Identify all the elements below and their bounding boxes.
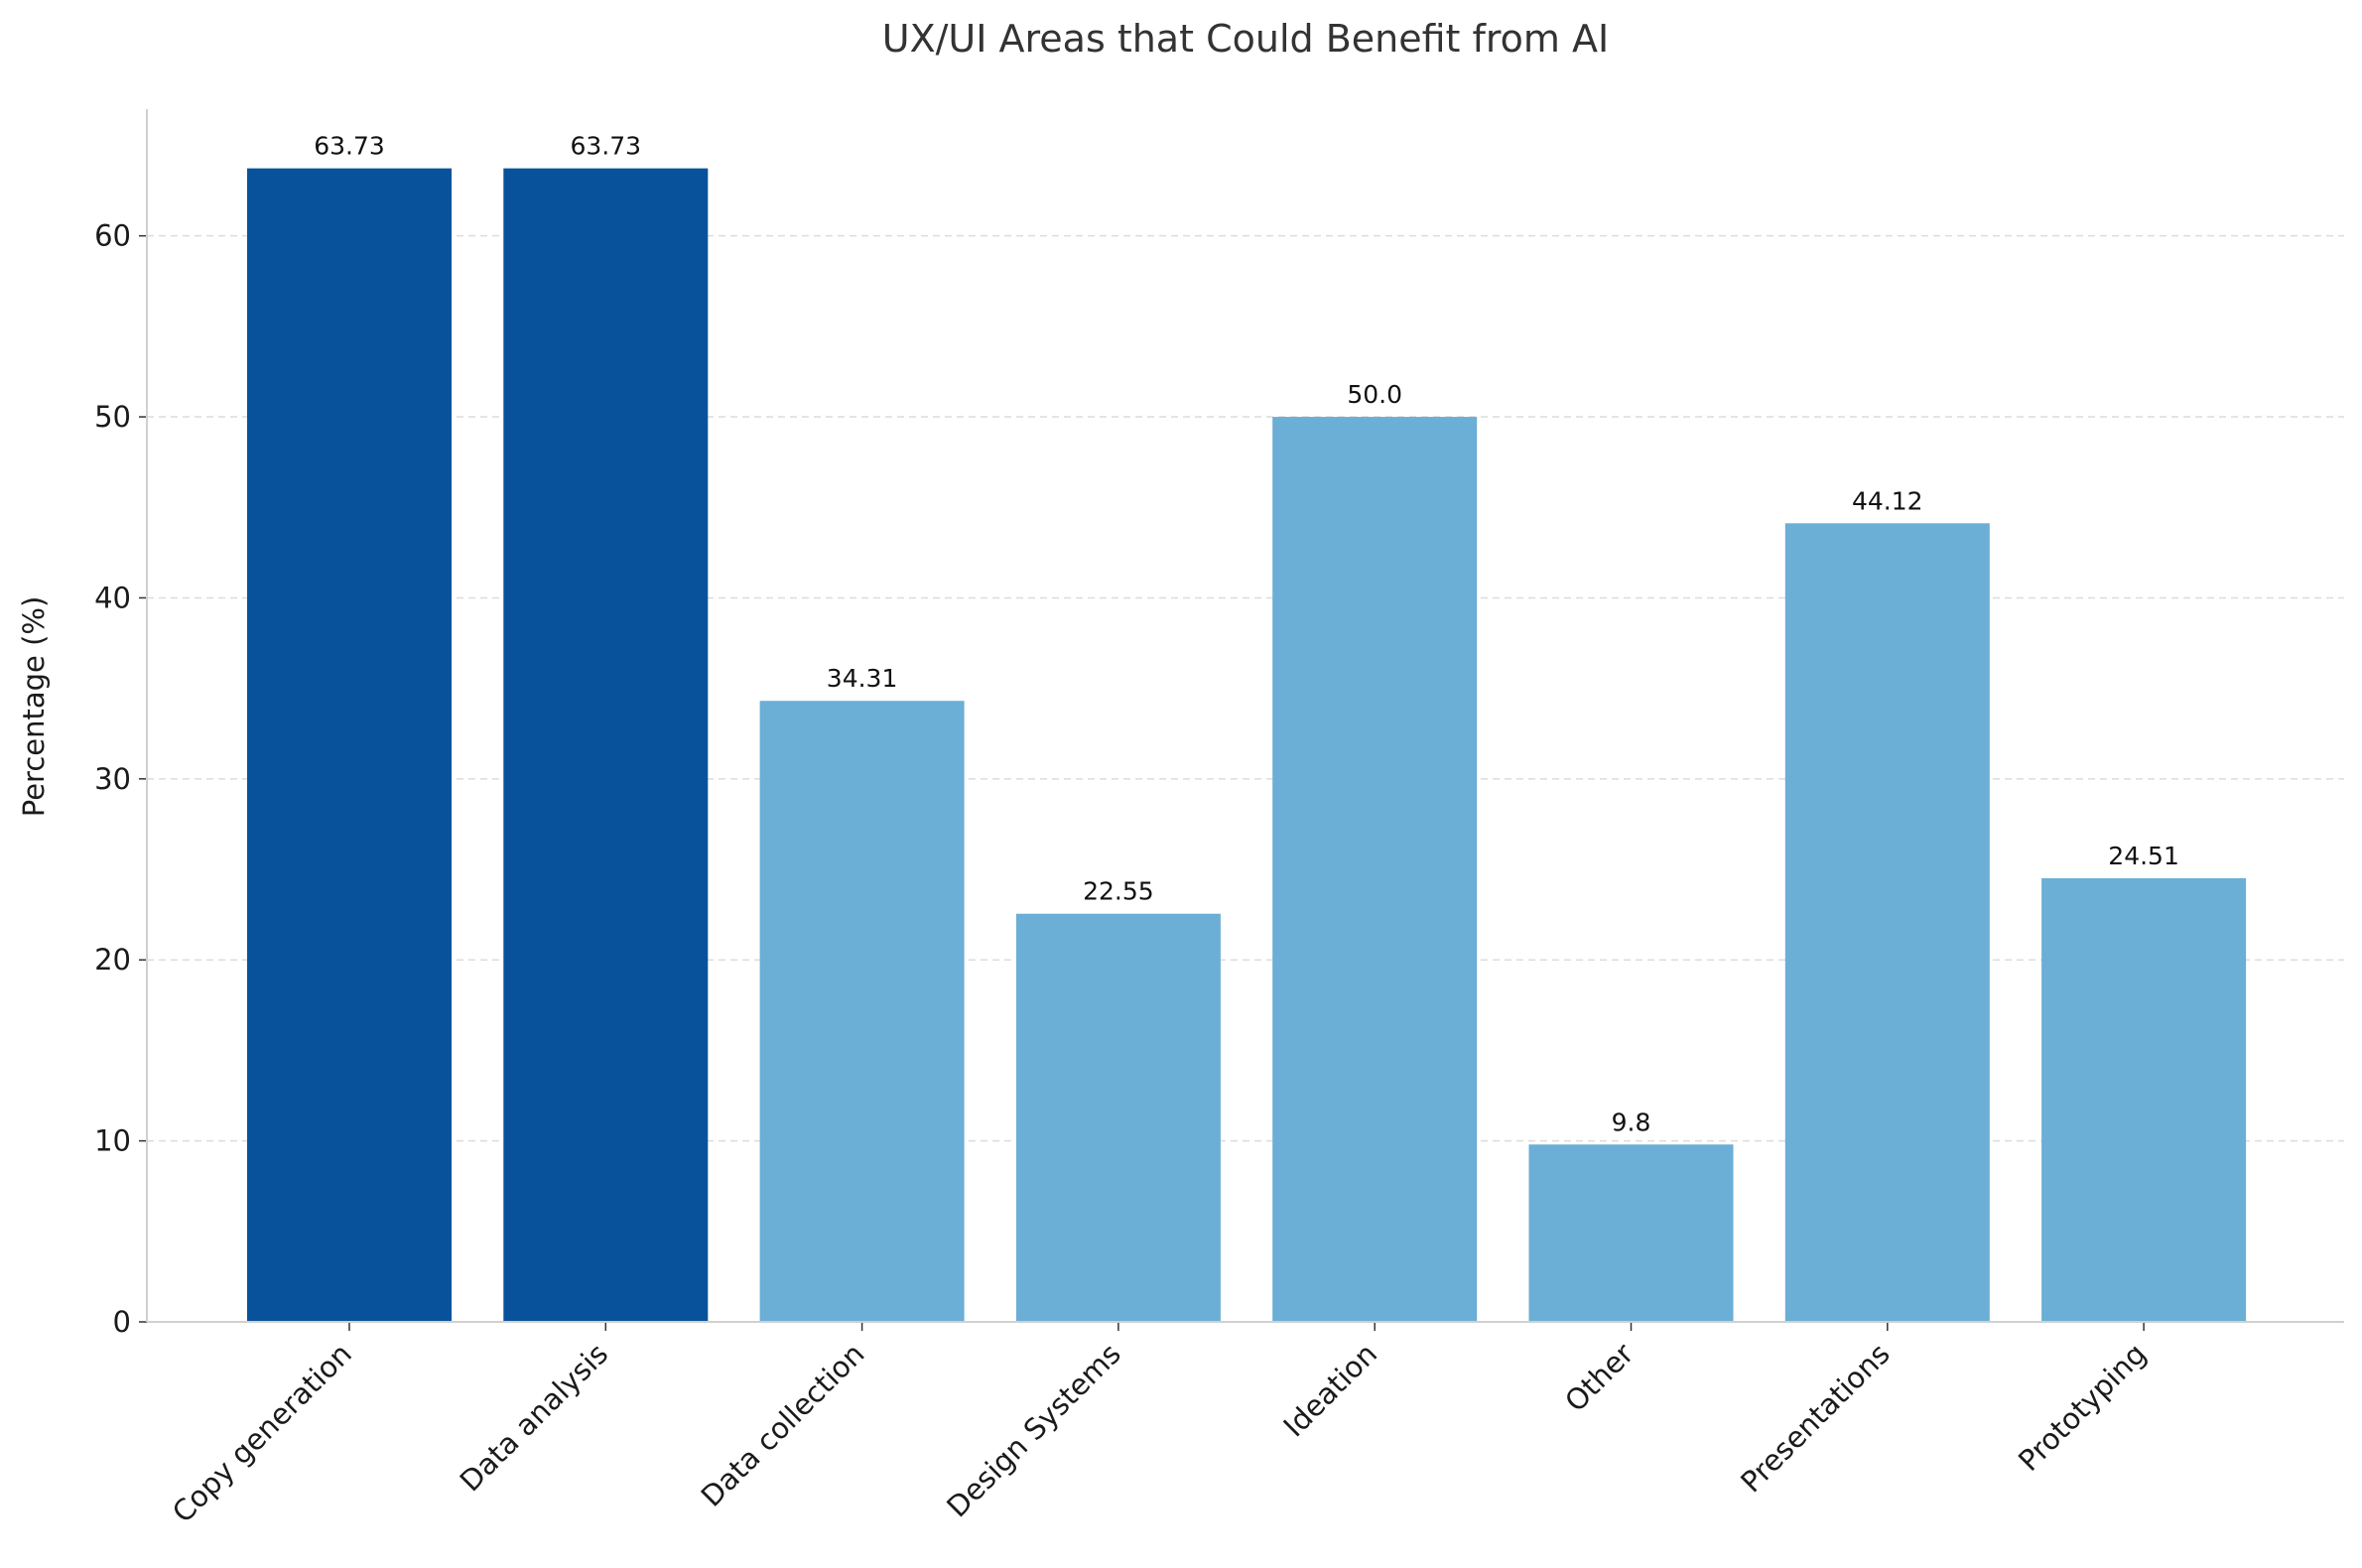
y-tick-label: 40 [94, 581, 131, 614]
y-tick-label: 30 [94, 762, 131, 796]
data-label: 63.73 [571, 132, 642, 161]
x-tick-label: Design Systems [940, 1337, 1127, 1524]
axes [139, 109, 2344, 1331]
x-tick-label: Other [1558, 1337, 1640, 1418]
x-tick-label: Data analysis [454, 1337, 615, 1499]
chart-title: UX/UI Areas that Could Benefit from AI [882, 17, 1609, 61]
bar [2041, 877, 2247, 1322]
y-tick-label: 20 [94, 943, 131, 977]
y-tick-label: 60 [94, 219, 131, 253]
y-tick-label: 0 [113, 1305, 131, 1339]
gridlines [147, 234, 2344, 1142]
y-tick-label: 50 [94, 400, 131, 434]
x-tick-label: Data collection [695, 1337, 871, 1513]
bar [1784, 523, 1990, 1322]
y-tick-label: 10 [94, 1124, 131, 1158]
bar [759, 701, 965, 1322]
x-tick-label: Ideation [1277, 1337, 1384, 1444]
bar [1015, 913, 1221, 1322]
data-label: 34.31 [827, 664, 898, 693]
x-tick-label: Presentations [1734, 1337, 1897, 1500]
bar [503, 168, 709, 1323]
data-label: 63.73 [314, 132, 385, 161]
x-tick-label: Prototyping [2012, 1337, 2153, 1478]
x-tick-label: Copy generation [166, 1337, 358, 1529]
data-label: 24.51 [2108, 842, 2179, 870]
y-axis-label: Percentage (%) [17, 596, 51, 818]
bar [247, 168, 452, 1323]
data-label: 22.55 [1083, 877, 1154, 906]
bar [1528, 1144, 1734, 1322]
bar [1272, 417, 1478, 1322]
bars [247, 168, 2247, 1323]
data-label: 50.0 [1347, 380, 1402, 409]
data-label: 44.12 [1852, 486, 1923, 515]
data-label: 9.8 [1612, 1108, 1651, 1136]
